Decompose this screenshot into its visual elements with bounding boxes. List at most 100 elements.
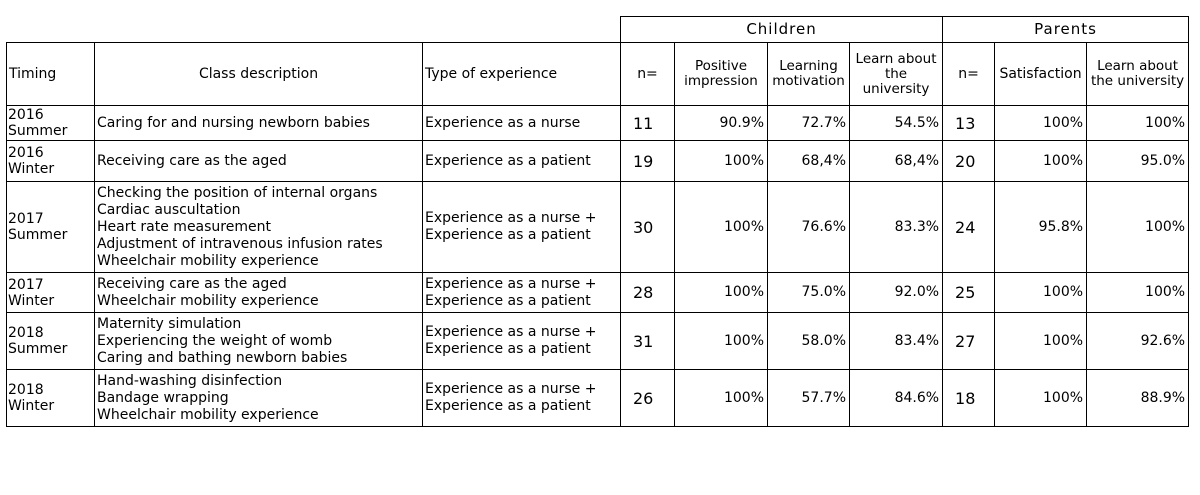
group-parents: Parents (942, 16, 1190, 43)
type-of-experience-cell-line: Experience as a nurse + (425, 381, 597, 397)
timing-cell: 2017 Winter (6, 272, 95, 313)
learning-motivation-cell: 72.7% (767, 105, 850, 141)
group-header-row: Children Parents (7, 16, 1190, 43)
type-of-experience-cell: Experience as a nurse + Experience as a p… (422, 369, 621, 427)
learning-motivation-cell: 58.0% (767, 312, 850, 370)
class-description-cell: Caring for and nursing newborn babies (94, 105, 423, 141)
parents-n-cell: 13 (942, 105, 996, 141)
table-row: 2017 Winter Receiving care as the aged Whee… (6, 272, 1190, 313)
positive-impression-cell: 100% (674, 181, 768, 273)
type-of-experience-cell-line: Experience as a patient (425, 152, 591, 169)
parents-learn-cell: 88.9% (1086, 369, 1190, 427)
children-learn-cell: 54.5% (848, 105, 944, 141)
timing-cell: 2017 Summer (6, 181, 95, 273)
column-header-row: Timing Class description Type of experie… (6, 42, 1190, 106)
class-description-cell-line: Receiving care as the aged (97, 152, 287, 169)
type-of-experience-cell: Experience as a nurse (422, 105, 621, 141)
header-type-of-experience: Type of experience (422, 42, 621, 106)
positive-impression-cell: 100% (674, 140, 768, 182)
timing-cell-line: 2017 (8, 211, 44, 227)
table-row: 2016 Summer Caring for and nursing newborn… (6, 105, 1190, 141)
timing-cell-line: Summer (8, 341, 68, 357)
header-learning-motivation: Learning motivation (767, 42, 850, 106)
class-description-cell-line: Experiencing the weight of womb (97, 332, 333, 349)
header-children-n: n= (620, 42, 675, 106)
results-table: Children Parents Timing Class descriptio… (6, 16, 1190, 427)
satisfaction-cell: 100% (994, 369, 1088, 427)
timing-cell-line: Summer (8, 227, 68, 243)
parents-n-cell: 20 (942, 140, 996, 182)
class-description-cell-line: Cardiac auscultation (97, 201, 241, 218)
parents-learn-cell: 100% (1086, 181, 1190, 273)
satisfaction-cell: 100% (994, 272, 1088, 313)
class-description-cell-line: Bandage wrapping (97, 389, 229, 406)
class-description-cell-line: Receiving care as the aged (97, 275, 287, 292)
class-description-cell-line: Caring for and nursing newborn babies (97, 114, 370, 131)
parents-learn-cell: 92.6% (1086, 312, 1190, 370)
children-n-cell: 28 (620, 272, 675, 313)
children-learn-cell: 68,4% (848, 140, 944, 182)
children-learn-cell: 84.6% (848, 369, 944, 427)
type-of-experience-cell-line: Experience as a nurse + (425, 324, 597, 340)
parents-n-cell: 25 (942, 272, 996, 313)
type-of-experience-cell: Experience as a nurse + Experience as a p… (422, 181, 621, 273)
header-class-description: Class description (94, 42, 423, 106)
type-of-experience-cell: Experience as a patient (422, 140, 621, 182)
header-satisfaction: Satisfaction (994, 42, 1088, 106)
parents-n-cell: 24 (942, 181, 996, 273)
learning-motivation-cell: 75.0% (767, 272, 850, 313)
parents-n-cell: 18 (942, 369, 996, 427)
class-description-cell: Receiving care as the aged Wheelchair mob… (94, 272, 423, 313)
class-description-cell-line: Adjustment of intravenous infusion rates (97, 235, 383, 252)
class-description-cell-line: Hand-washing disinfection (97, 372, 283, 389)
timing-cell-line: Summer (8, 123, 68, 139)
class-description-cell-line: Maternity simulation (97, 315, 242, 332)
header-children-learn: Learn about the university (848, 42, 944, 106)
children-n-cell: 31 (620, 312, 675, 370)
children-learn-cell: 92.0% (848, 272, 944, 313)
learning-motivation-cell: 68,4% (767, 140, 850, 182)
timing-cell-line: Winter (8, 161, 55, 177)
table-row: 2017 Summer Checking the position of inter… (6, 181, 1190, 273)
type-of-experience-cell: Experience as a nurse + Experience as a p… (422, 272, 621, 313)
parents-learn-cell: 100% (1086, 105, 1190, 141)
timing-cell-line: 2018 (8, 382, 44, 398)
positive-impression-cell: 100% (674, 312, 768, 370)
children-learn-cell: 83.3% (848, 181, 944, 273)
satisfaction-cell: 95.8% (994, 181, 1088, 273)
satisfaction-cell: 100% (994, 140, 1088, 182)
timing-cell-line: Winter (8, 292, 55, 309)
class-description-cell-line: Wheelchair mobility experience (97, 292, 319, 309)
parents-learn-cell: 100% (1086, 272, 1190, 313)
class-description-cell-line: Wheelchair mobility experience (97, 252, 319, 269)
class-description-cell: Checking the position of internal organs… (94, 181, 423, 273)
learning-motivation-cell: 76.6% (767, 181, 850, 273)
type-of-experience-cell-line: Experience as a patient (425, 292, 591, 309)
timing-cell: 2016 Winter (6, 140, 95, 182)
type-of-experience-cell: Experience as a nurse + Experience as a p… (422, 312, 621, 370)
satisfaction-cell: 100% (994, 312, 1088, 370)
positive-impression-cell: 90.9% (674, 105, 768, 141)
children-n-cell: 19 (620, 140, 675, 182)
header-parents-n: n= (942, 42, 996, 106)
header-parents-learn: Learn about the university (1086, 42, 1190, 106)
class-description-cell-line: Wheelchair mobility experience (97, 406, 319, 423)
type-of-experience-cell-line: Experience as a nurse + (425, 210, 597, 226)
header-timing: Timing (6, 42, 95, 106)
timing-cell: 2018 Summer (6, 312, 95, 370)
positive-impression-cell: 100% (674, 369, 768, 427)
parents-n-cell: 27 (942, 312, 996, 370)
class-description-cell-line: Checking the position of internal organs (97, 184, 378, 201)
timing-cell: 2016 Summer (6, 105, 95, 141)
table-row: 2018 Winter Hand-washing disinfection Banda… (6, 369, 1190, 427)
type-of-experience-cell-line: Experience as a nurse + (425, 275, 597, 292)
timing-cell-line: 2016 (8, 145, 44, 161)
children-n-cell: 26 (620, 369, 675, 427)
class-description-cell: Hand-washing disinfection Bandage wrappin… (94, 369, 423, 427)
class-description-cell-line: Heart rate measurement (97, 218, 271, 235)
table-row: 2018 Summer Maternity simulation Experienci… (6, 312, 1190, 370)
satisfaction-cell: 100% (994, 105, 1088, 141)
timing-cell-line: 2018 (8, 325, 44, 341)
positive-impression-cell: 100% (674, 272, 768, 313)
header-positive-impression: Positive impression (674, 42, 768, 106)
